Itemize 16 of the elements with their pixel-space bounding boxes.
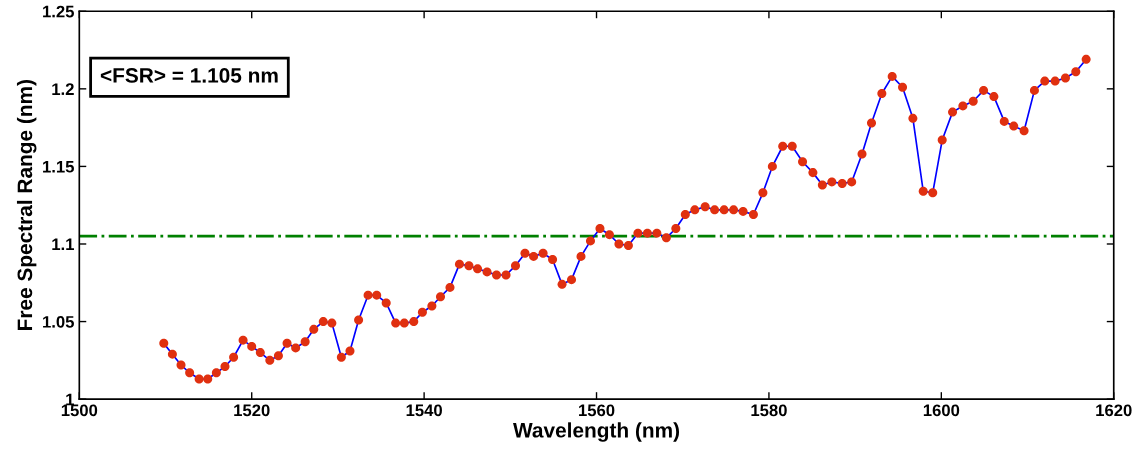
annotation: <FSR> = 1.105 nm (100, 68, 278, 83)
y-tick-label: 1.1 (52, 238, 74, 251)
y-tick-label: 1 (66, 393, 74, 406)
x-tick-label: 1540 (406, 404, 442, 417)
y-tick-label: 1.2 (52, 83, 74, 95)
x-tick-label: 1560 (579, 404, 615, 417)
x-tick-label: 1580 (751, 404, 787, 417)
y-tick-label: 1.05 (43, 315, 74, 328)
x-tick-label: 1620 (1096, 404, 1132, 417)
y-tick-label: 1.25 (43, 5, 74, 18)
x-axis-title: Wavelength (nm) (513, 422, 680, 442)
x-tick-label: 1600 (923, 404, 960, 417)
y-axis-title: Free Spectral Range (nm) (16, 80, 37, 330)
y-tick-label: 1.15 (43, 160, 74, 173)
x-tick-label: 1500 (61, 404, 98, 417)
x-tick-label: 1520 (234, 404, 270, 417)
